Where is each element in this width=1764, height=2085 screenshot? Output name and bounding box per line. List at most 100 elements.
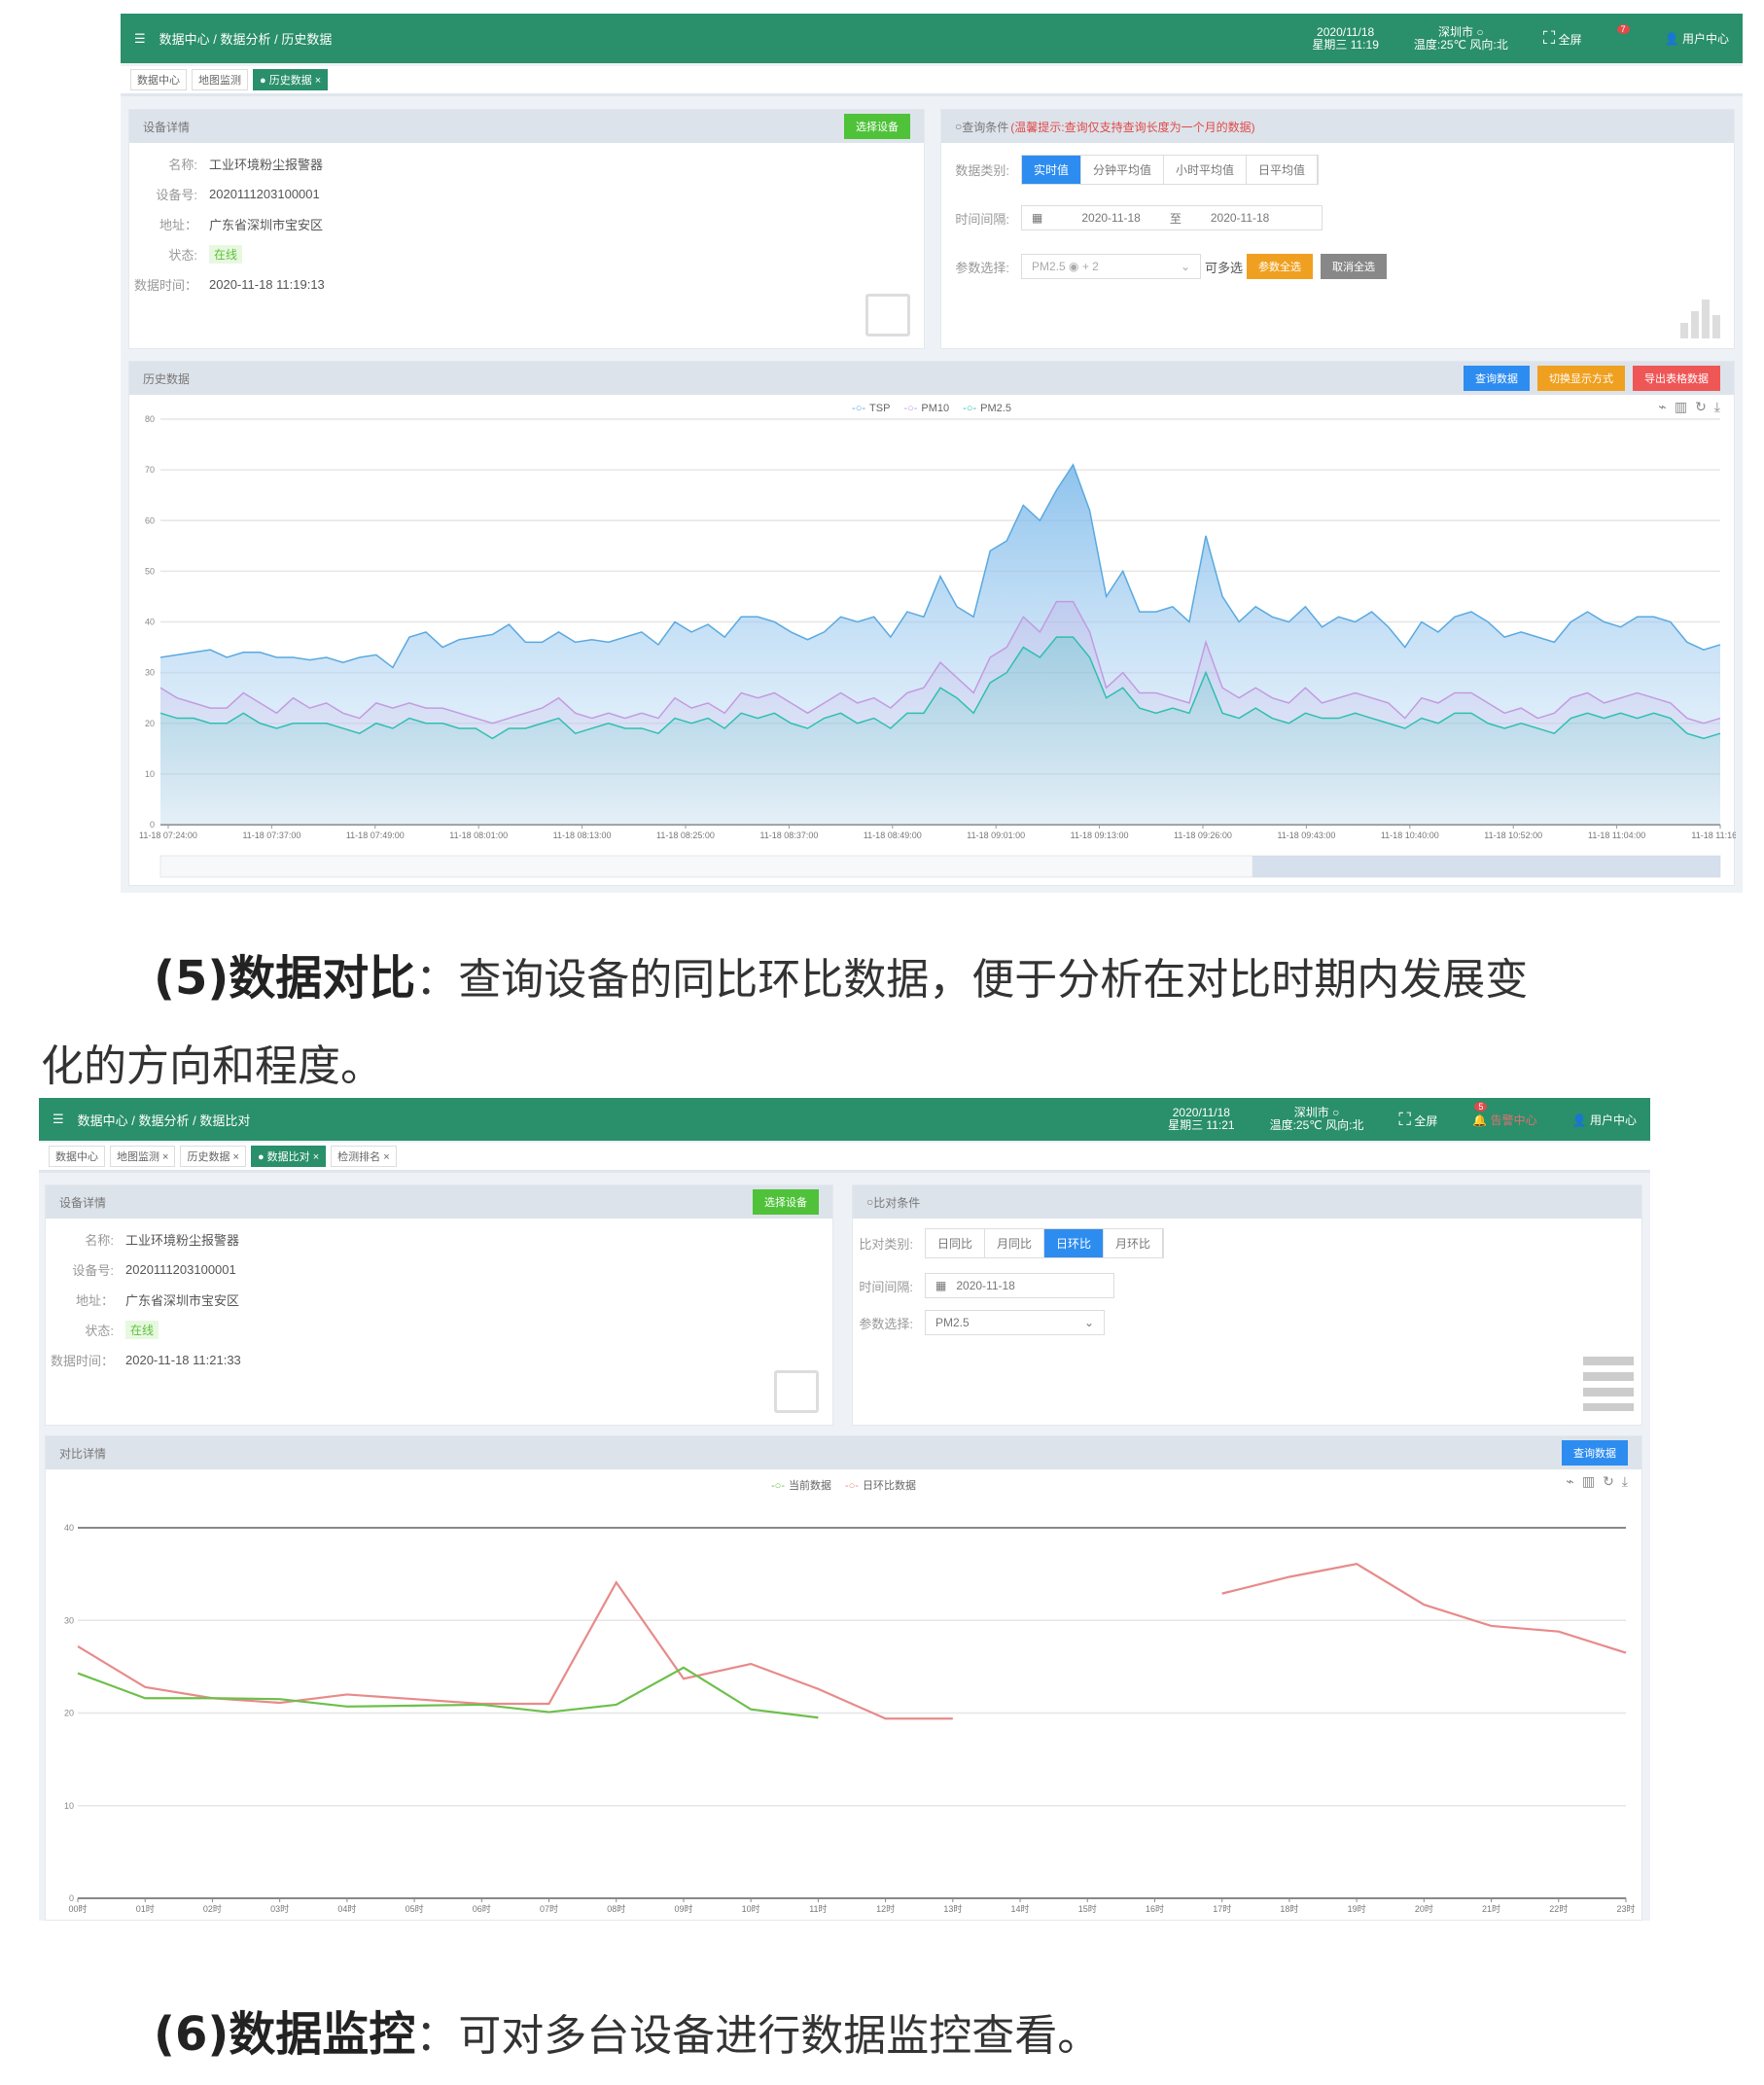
y-tick-label: 70 <box>145 465 155 475</box>
tab-data-center[interactable]: 数据中心 <box>130 69 187 90</box>
query-data-button[interactable]: 查询数据 <box>1562 1440 1628 1466</box>
x-tick-label: 11-18 07:24:00 <box>139 830 197 840</box>
type-option[interactable]: 日环比 <box>1044 1229 1105 1257</box>
tab-item[interactable]: 检测排名 × <box>331 1146 397 1167</box>
tab-item[interactable]: 地图监测 × <box>110 1146 176 1167</box>
x-tick-label: 04时 <box>337 1903 356 1914</box>
field-label: 地址： <box>75 1293 114 1308</box>
menu-icon[interactable]: ☰ <box>53 1112 64 1126</box>
y-tick-label: 30 <box>145 668 155 678</box>
tab-map[interactable]: 地图监测 <box>192 69 248 90</box>
field-value: 广东省深圳市宝安区 <box>125 1293 240 1308</box>
x-tick-label: 00时 <box>68 1903 87 1914</box>
x-tick-label: 03时 <box>270 1903 289 1914</box>
series-line-日环比数据 <box>77 1562 1627 1720</box>
field-value: 在线 <box>209 245 243 264</box>
user-center[interactable]: 👤 用户中心 <box>1664 32 1729 46</box>
x-tick-label: 13时 <box>943 1903 962 1914</box>
param-select[interactable]: PM2.5 ◉ + 2 ⌄ <box>1021 254 1201 279</box>
tab-item[interactable]: ● 数据比对 × <box>250 1146 327 1167</box>
legend-marker-icon: -○- <box>963 403 977 414</box>
breadcrumb: 数据中心 / 数据分析 / 历史数据 <box>159 32 333 47</box>
x-tick-label: 11-18 08:01:00 <box>449 830 508 840</box>
type-option[interactable]: 日同比 <box>926 1229 986 1257</box>
x-tick-label: 19时 <box>1348 1903 1366 1914</box>
user-center[interactable]: 👤 用户中心 <box>1571 1113 1637 1127</box>
field-label: 状态: <box>168 248 197 263</box>
refresh-icon[interactable]: ↻ <box>1603 1473 1614 1489</box>
y-tick-label: 10 <box>64 1801 74 1811</box>
compare-type-selector: 日同比 月同比 日环比 月环比 <box>925 1228 1165 1258</box>
bar-chart-icon <box>1680 300 1720 338</box>
download-icon[interactable]: ⤓ <box>1713 399 1720 414</box>
deselect-all-button[interactable]: 取消全选 <box>1321 254 1388 279</box>
user-icon: 👤 <box>1664 32 1679 46</box>
field-value: 在线 <box>125 1321 159 1339</box>
bar-icon[interactable]: ▥ <box>1674 399 1688 414</box>
legend-item[interactable]: -○- PM2.5 <box>963 403 1011 414</box>
y-tick-label: 10 <box>145 769 155 779</box>
x-tick-label: 11-18 10:52:00 <box>1484 830 1542 840</box>
refresh-icon[interactable]: ↻ <box>1695 399 1707 414</box>
type-option[interactable]: 实时值 <box>1022 156 1082 184</box>
tab-history[interactable]: ● 历史数据 × <box>253 69 329 90</box>
y-tick-label: 0 <box>150 820 155 830</box>
x-tick-label: 11-18 07:49:00 <box>346 830 405 840</box>
panel-title: 查询条件 <box>962 120 1009 134</box>
legend-item[interactable]: -○- PM10 <box>903 403 949 414</box>
x-tick-label: 12时 <box>876 1903 895 1914</box>
chart-legend: -○- TSP -○- PM10 -○- PM2.5 <box>852 403 1011 414</box>
type-option[interactable]: 月同比 <box>985 1229 1045 1257</box>
fullscreen-button[interactable]: ⛶ 全屏 <box>1398 1109 1438 1129</box>
fullscreen-button[interactable]: ⛶ 全屏 <box>1542 28 1582 48</box>
line-icon[interactable]: ⌁ <box>1566 1473 1574 1489</box>
type-option[interactable]: 日平均值 <box>1247 156 1319 184</box>
tab-item[interactable]: 数据中心 <box>49 1146 105 1167</box>
type-option[interactable]: 小时平均值 <box>1164 156 1248 184</box>
field-value: 2020-11-18 11:21:33 <box>125 1353 241 1367</box>
panel-title: 历史数据 <box>143 371 191 386</box>
type-option[interactable]: 分钟平均值 <box>1081 156 1165 184</box>
select-device-button[interactable]: 选择设备 <box>844 114 910 139</box>
datazoom-window[interactable] <box>1252 856 1720 877</box>
field-value: 工业环境粉尘报警器 <box>209 158 324 172</box>
legend-label: 日环比数据 <box>862 1480 916 1492</box>
field-label: 设备号: <box>156 188 197 202</box>
bar-icon[interactable]: ▥ <box>1581 1473 1596 1489</box>
param-value: PM2.5 ◉ + 2 <box>1032 260 1099 273</box>
paragraph-5-line-1: (5)数据对比：查询设备的同比环比数据，便于分析在对比时期内发展变 <box>154 939 1528 1007</box>
multi-hint: 可多选 <box>1205 260 1244 275</box>
download-icon[interactable]: ⤓ <box>1621 1473 1628 1489</box>
switch-display-button[interactable]: 切换显示方式 <box>1537 366 1625 391</box>
paragraph-6-text: ：可对多台设备进行数据监控查看。 <box>415 2011 1101 2061</box>
monitor-icon <box>865 294 910 336</box>
date-from: 2020-11-18 <box>1081 211 1141 225</box>
legend-item[interactable]: -○- 日环比数据 <box>845 1477 916 1493</box>
export-table-button[interactable]: 导出表格数据 <box>1633 366 1720 391</box>
y-tick-label: 30 <box>64 1615 74 1625</box>
line-icon[interactable]: ⌁ <box>1658 399 1667 414</box>
y-tick-label: 50 <box>145 566 155 576</box>
y-tick-label: 40 <box>145 618 155 627</box>
compare-screenshot: ☰ 数据中心 / 数据分析 / 数据比对 2020/11/18 星期三 11:21… <box>39 1098 1650 1921</box>
x-tick-label: 20时 <box>1415 1903 1433 1914</box>
menu-icon[interactable]: ☰ <box>134 30 146 46</box>
select-all-button[interactable]: 参数全选 <box>1247 254 1314 279</box>
legend-item[interactable]: -○- 当前数据 <box>771 1477 831 1493</box>
alarm-center[interactable]: 5 🔔 告警中心 <box>1472 1101 1537 1127</box>
device-field-row: 名称: 工业环境粉尘报警器 <box>46 1230 239 1249</box>
device-field-row: 名称: 工业环境粉尘报警器 <box>129 155 323 173</box>
param-select[interactable]: PM2.5 ⌄ <box>925 1310 1105 1335</box>
type-option[interactable]: 月环比 <box>1104 1229 1164 1257</box>
select-device-button[interactable]: 选择设备 <box>753 1189 819 1215</box>
history-screenshot: ☰ 数据中心 / 数据分析 / 历史数据 2020/11/18 星期三 11:19… <box>121 14 1743 893</box>
query-data-button[interactable]: 查询数据 <box>1464 366 1530 391</box>
notification-badge[interactable]: 7 <box>1616 23 1630 34</box>
paragraph-5-text: ：查询设备的同比环比数据，便于分析在对比时期内发展变 <box>415 955 1529 1005</box>
date-range-input[interactable]: ▦ 2020-11-18 至 2020-11-18 <box>1021 205 1323 230</box>
tab-item[interactable]: 历史数据 × <box>180 1146 246 1167</box>
legend-item[interactable]: -○- TSP <box>852 403 890 414</box>
details-panel: 对比详情 查询数据 -○- 当前数据 -○- 日环比数据 ⌁ ▥ ↻ ⤓ 0 10 20 30 40 0… <box>45 1435 1642 1921</box>
date-input[interactable]: ▦ 2020-11-18 <box>925 1273 1114 1298</box>
chevron-down-icon: ⌄ <box>1083 1316 1094 1329</box>
